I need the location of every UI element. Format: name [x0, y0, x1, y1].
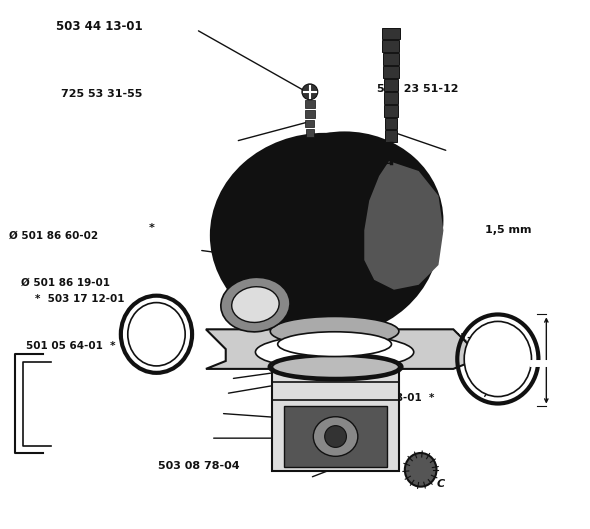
Ellipse shape [211, 134, 438, 337]
Ellipse shape [270, 316, 399, 346]
Polygon shape [206, 330, 473, 369]
Text: Ø 501 86 19-01: Ø 501 86 19-01 [21, 278, 110, 288]
Ellipse shape [232, 287, 279, 323]
Bar [272, 367, 399, 471]
Bar [384, 66, 399, 78]
Text: 501 05 64-01  *: 501 05 64-01 * [27, 341, 116, 351]
Bar [306, 130, 314, 138]
Text: *: * [149, 223, 155, 233]
Ellipse shape [128, 303, 185, 366]
Bar [306, 120, 314, 127]
Ellipse shape [464, 322, 532, 397]
Ellipse shape [272, 356, 399, 378]
Ellipse shape [405, 453, 437, 487]
Bar [385, 131, 396, 142]
Ellipse shape [255, 335, 414, 369]
Bar [284, 406, 387, 467]
Ellipse shape [302, 84, 318, 100]
Bar [384, 92, 398, 104]
Text: 1,5 mm: 1,5 mm [485, 225, 531, 235]
Ellipse shape [313, 417, 358, 457]
Text: *  503 17 12-01: * 503 17 12-01 [35, 294, 124, 304]
Text: 725 53 31-55: 725 53 31-55 [61, 89, 143, 99]
Ellipse shape [278, 332, 392, 357]
Text: 503 44 13-01: 503 44 13-01 [55, 20, 142, 33]
Ellipse shape [324, 426, 346, 448]
Bar [383, 53, 399, 65]
Bar [385, 105, 398, 116]
Bar [305, 110, 314, 117]
Bar [382, 28, 400, 39]
Text: 1,0 mm: 1,0 mm [350, 252, 397, 262]
Bar [382, 40, 399, 52]
Bar [384, 79, 398, 91]
Bar [305, 100, 315, 108]
Text: Ø 501 86 60-02: Ø 501 86 60-02 [9, 231, 98, 241]
Text: 503 08 78-04: 503 08 78-04 [158, 461, 240, 471]
Text: 503 23 51-12: 503 23 51-12 [377, 84, 458, 94]
Ellipse shape [221, 277, 290, 332]
Text: eReplacementParts.com: eReplacementParts.com [235, 241, 355, 251]
Bar [385, 117, 397, 130]
Text: C: C [437, 479, 444, 489]
Text: 501 86 18-01  *: 501 86 18-01 * [345, 393, 434, 403]
Polygon shape [364, 161, 444, 290]
Text: 501 86 71-01: 501 86 71-01 [409, 333, 486, 343]
Ellipse shape [245, 131, 444, 309]
